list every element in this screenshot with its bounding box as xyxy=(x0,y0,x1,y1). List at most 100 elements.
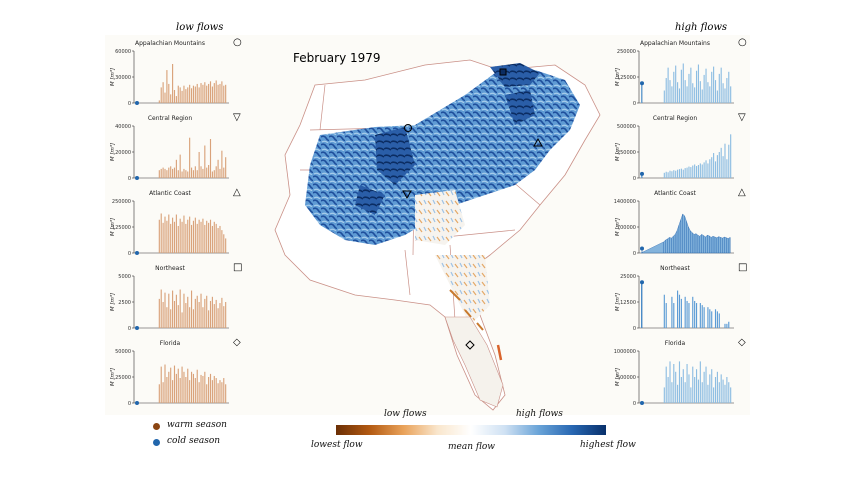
mean-flow-region xyxy=(415,190,490,325)
data-bar xyxy=(172,217,174,253)
data-bar xyxy=(166,377,168,403)
data-bar xyxy=(707,307,709,328)
data-bar xyxy=(722,83,724,103)
data-bar xyxy=(711,157,713,178)
triangle-up-marker-icon: △ xyxy=(233,187,241,198)
data-bar xyxy=(164,92,166,103)
data-bar xyxy=(170,94,172,103)
data-bar xyxy=(190,371,193,403)
data-bar xyxy=(728,144,730,178)
data-bar xyxy=(168,293,170,328)
data-bar xyxy=(688,303,690,328)
data-bar xyxy=(172,168,174,178)
data-bar xyxy=(219,225,221,253)
data-bar xyxy=(677,82,679,103)
data-bar xyxy=(726,377,728,403)
data-bar xyxy=(697,64,700,103)
data-bar xyxy=(663,172,665,178)
y-tick-label: 0 xyxy=(128,251,131,257)
season-point xyxy=(640,81,644,86)
data-bar xyxy=(686,167,688,178)
data-bar xyxy=(183,168,185,178)
data-bar xyxy=(718,382,720,403)
data-bar xyxy=(183,215,185,253)
data-bar xyxy=(190,167,193,178)
data-bar xyxy=(164,292,166,328)
data-bar xyxy=(198,382,200,403)
data-bar xyxy=(669,80,671,103)
y-tick-label: 250000 xyxy=(112,199,131,205)
data-bar xyxy=(172,380,174,403)
data-bar xyxy=(173,167,176,178)
data-bar xyxy=(200,293,202,328)
data-bar xyxy=(206,85,208,103)
data-bar xyxy=(684,80,686,103)
y-tick-label: 0 xyxy=(633,101,636,107)
panel-title: Northeast xyxy=(155,265,185,272)
data-bar xyxy=(164,364,166,403)
y-tick-label: 500000 xyxy=(617,375,636,381)
season-point xyxy=(135,326,139,330)
y-tick-label: 700000 xyxy=(617,225,636,231)
data-bar xyxy=(209,300,212,328)
data-bar xyxy=(680,298,682,328)
florida-peninsula xyxy=(444,316,504,408)
data-bar xyxy=(714,80,717,103)
data-bar xyxy=(208,310,210,328)
data-bar xyxy=(667,172,669,178)
data-bar xyxy=(730,86,732,103)
data-bar xyxy=(185,89,187,103)
data-bar xyxy=(697,165,700,178)
data-bar xyxy=(198,152,200,178)
y-tick-label: 0 xyxy=(633,401,636,407)
y-tick-label: 2500 xyxy=(118,300,131,306)
data-bar xyxy=(164,168,166,178)
data-bar xyxy=(711,71,713,103)
data-bar xyxy=(177,368,179,403)
data-bar xyxy=(158,100,160,103)
data-bar xyxy=(187,171,189,178)
square-marker-icon: □ xyxy=(233,262,243,273)
data-bar xyxy=(168,83,170,103)
season-point xyxy=(135,251,139,255)
panel-title: Atlantic Coast xyxy=(654,190,696,197)
data-bar xyxy=(720,67,722,103)
data-bar xyxy=(709,374,711,403)
data-bar xyxy=(711,369,713,403)
data-bar xyxy=(172,290,174,328)
data-bar xyxy=(170,223,172,253)
data-bar xyxy=(175,214,177,253)
data-bar xyxy=(688,374,690,403)
square-marker-icon: □ xyxy=(738,262,748,273)
data-bar xyxy=(187,219,189,253)
data-bar xyxy=(720,147,722,178)
data-bar xyxy=(665,366,667,403)
chart-low-northeast: 0 2500 5000 M [m³] xyxy=(109,274,229,332)
data-bar xyxy=(671,171,673,178)
data-bar xyxy=(701,89,703,103)
series-area xyxy=(640,213,731,254)
data-bar xyxy=(162,382,164,403)
data-bar xyxy=(716,155,718,178)
y-axis-label: M [m³] xyxy=(614,218,621,236)
data-bar xyxy=(179,289,181,328)
data-bar xyxy=(221,382,223,403)
data-bar xyxy=(705,68,707,103)
y-axis-label: M [m³] xyxy=(109,68,116,86)
data-bar xyxy=(724,88,726,103)
season-point xyxy=(640,401,644,405)
data-bar xyxy=(697,379,700,403)
data-bar xyxy=(699,303,701,328)
diamond-marker-icon: ◇ xyxy=(738,337,746,348)
map-title: February 1979 xyxy=(293,51,381,65)
data-bar xyxy=(200,374,202,403)
data-bar xyxy=(673,303,675,328)
y-axis-label: M [m³] xyxy=(614,68,621,86)
data-bar xyxy=(669,361,671,403)
warm-season-label: warm season xyxy=(167,420,227,430)
data-bar xyxy=(730,134,732,178)
panel-low-atlantic: Atlantic Coast △ 0 125000 250000 M [m³] xyxy=(107,188,241,264)
data-bar xyxy=(202,218,204,253)
data-bar xyxy=(192,170,195,178)
data-bar xyxy=(190,224,193,253)
